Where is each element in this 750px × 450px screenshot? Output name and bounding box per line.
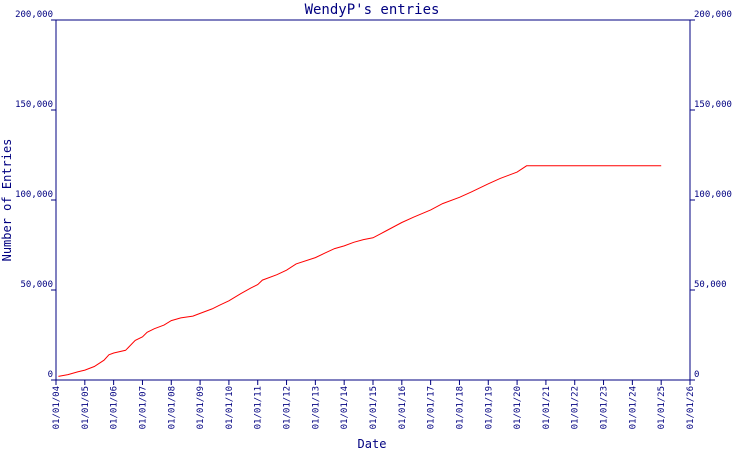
x-tick-label: 01/01/09 xyxy=(196,386,206,429)
y-tick-label: 150,000 xyxy=(15,100,53,110)
right-y-axis: 0 50,000 100,000 150,000 200,000 xyxy=(690,10,732,381)
x-tick-label: 01/01/26 xyxy=(686,386,696,429)
left-y-axis: 0 50,000 100,000 150,000 200,000 xyxy=(15,10,56,381)
x-tick-label: 01/01/24 xyxy=(628,386,638,429)
y-tick-label: 100,000 xyxy=(15,190,53,200)
x-tick-label: 01/01/19 xyxy=(484,386,494,429)
x-tick-label: 01/01/17 xyxy=(427,386,437,429)
chart-title: WendyP's entries xyxy=(305,2,440,18)
y-tick-label: 200,000 xyxy=(15,10,53,20)
x-axis: 01/01/04 01/01/05 01/01/06 01/01/07 01/01/08… xyxy=(52,380,696,429)
x-tick-label: 01/01/16 xyxy=(398,386,408,429)
plot-frame xyxy=(55,19,691,381)
x-tick-label: 01/01/25 xyxy=(657,386,667,429)
x-tick-label: 01/01/22 xyxy=(571,386,581,429)
x-tick-label: 01/01/18 xyxy=(455,386,465,429)
y-tick-label-right: 0 xyxy=(694,370,699,380)
x-tick-label: 01/01/14 xyxy=(340,386,350,429)
x-axis-title: Date xyxy=(358,437,387,450)
x-tick-label: 01/01/12 xyxy=(283,386,293,429)
series-line xyxy=(58,165,662,377)
x-tick-label: 01/01/05 xyxy=(81,386,91,429)
x-tick-label: 01/01/20 xyxy=(513,386,523,429)
x-tick-label: 01/01/08 xyxy=(167,386,177,429)
x-tick-label: 01/01/07 xyxy=(138,386,148,429)
series-group xyxy=(58,165,662,377)
y-tick-label: 50,000 xyxy=(20,280,53,290)
y-tick-label: 0 xyxy=(48,370,53,380)
y-tick-label-right: 50,000 xyxy=(694,280,727,290)
y-tick-label-right: 200,000 xyxy=(694,10,732,20)
x-tick-label: 01/01/06 xyxy=(110,386,120,429)
x-tick-label: 01/01/04 xyxy=(52,386,62,429)
y-axis-title: Number of Entries xyxy=(0,139,14,262)
y-tick-label-right: 150,000 xyxy=(694,100,732,110)
x-tick-label: 01/01/11 xyxy=(254,386,264,429)
x-tick-label: 01/01/10 xyxy=(225,386,235,429)
x-tick-label: 01/01/13 xyxy=(311,386,321,429)
x-tick-label: 01/01/15 xyxy=(369,386,379,429)
x-tick-label: 01/01/23 xyxy=(600,386,610,429)
x-tick-label: 01/01/21 xyxy=(542,386,552,429)
y-tick-label-right: 100,000 xyxy=(694,190,732,200)
